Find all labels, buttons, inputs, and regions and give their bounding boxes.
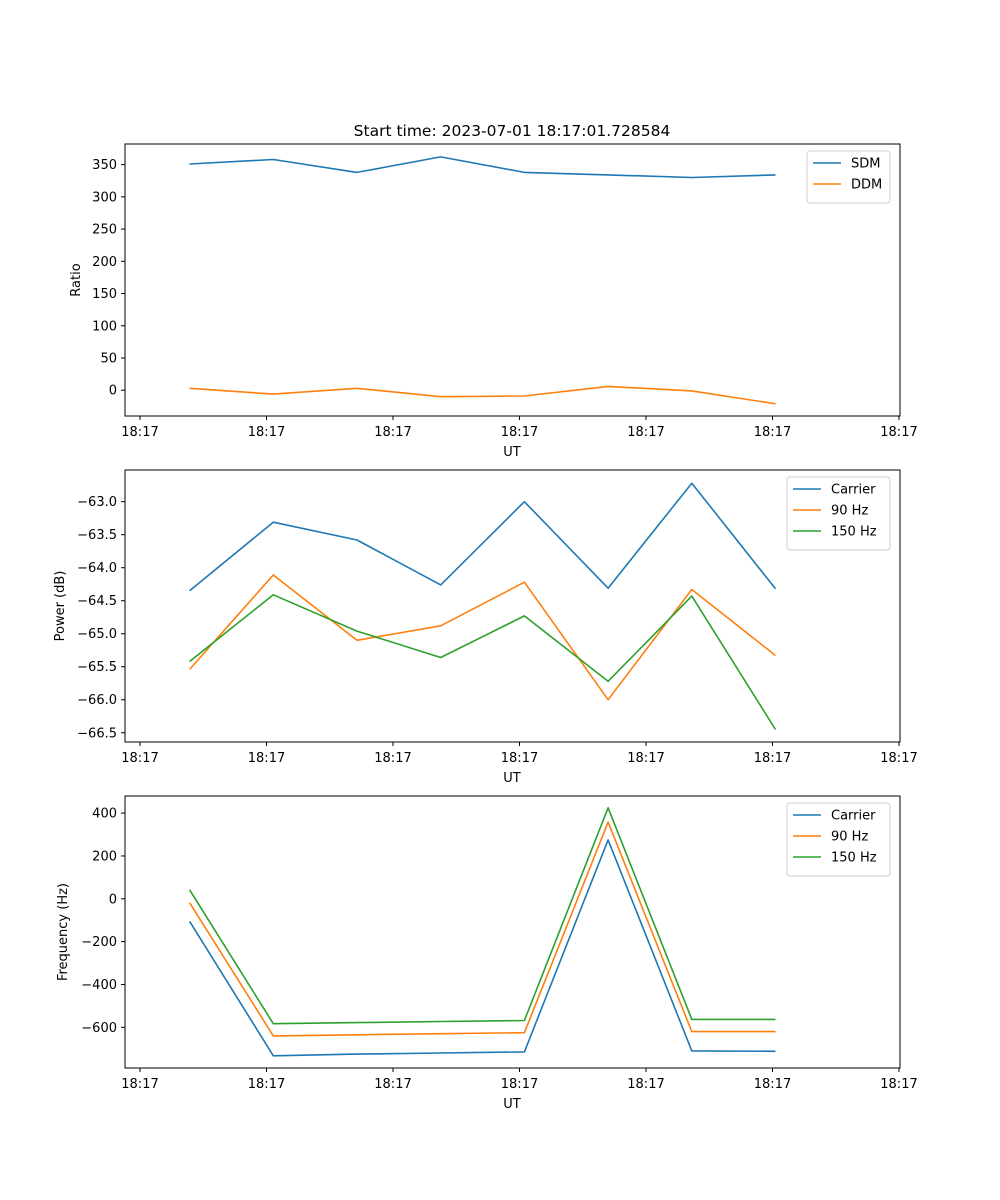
legend-entry: 150 Hz [831, 851, 877, 866]
x-tick-label: 18:17 [880, 751, 917, 766]
x-tick-label: 18:17 [248, 751, 285, 766]
y-axis-label: Power (dB) [53, 571, 68, 642]
y-axis-label: Frequency (Hz) [56, 883, 71, 981]
ratio-panel: 18:17 18:17 18:17 18:17 18:17 18:17 18:17 0 50 10… [69, 143, 918, 460]
legend-box [806, 150, 891, 204]
x-tick-label: 18:17 [754, 751, 791, 766]
x-tick-label: 18:17 [501, 751, 538, 766]
legend-entry: Carrier [831, 483, 876, 498]
series-line-carrier [189, 482, 777, 592]
legend-entry: SDM [851, 157, 880, 172]
x-axis-label: UT [503, 445, 521, 460]
frequency-panel: 18:17 18:17 18:17 18:17 18:17 18:17 18:17 400 20… [56, 795, 918, 1112]
x-tick-label: 18:17 [374, 751, 411, 766]
x-tick-label: 18:17 [501, 1077, 538, 1092]
series-line-ddm [189, 385, 776, 405]
x-tick-label: 18:17 [627, 1077, 664, 1092]
y-tick-label: −600 [81, 1021, 117, 1036]
y-tick-label: 50 [100, 351, 117, 366]
x-tick-label: 18:17 [880, 425, 917, 440]
x-tick-label: 18:17 [754, 1077, 791, 1092]
legend-entry: 90 Hz [831, 504, 868, 519]
y-tick-label: 300 [92, 190, 117, 205]
y-tick-label: 0 [109, 892, 117, 907]
x-axis-label: UT [503, 771, 521, 786]
y-tick-label: 200 [92, 255, 117, 270]
y-tick-label: 400 [92, 807, 117, 822]
series-line-90-hz [189, 574, 776, 701]
y-tick-label: 200 [92, 849, 117, 864]
series-line-sdm [189, 156, 776, 179]
x-tick-label: 18:17 [880, 1077, 917, 1092]
x-tick-label: 18:17 [248, 425, 285, 440]
series-line-carrier [188, 839, 776, 1057]
x-tick-label: 18:17 [754, 425, 791, 440]
chart-title: Start time: 2023-07-01 18:17:01.728584 [354, 122, 671, 140]
y-tick-label: −64.5 [77, 594, 117, 609]
y-tick-label: −64.0 [77, 561, 117, 576]
y-tick-label: −65.0 [77, 627, 117, 642]
legend-entry: Carrier [831, 809, 876, 824]
y-tick-label: 350 [92, 158, 117, 173]
y-tick-label: 250 [92, 223, 117, 238]
x-tick-label: 18:17 [121, 751, 158, 766]
plot-area [124, 795, 901, 1069]
x-tick-label: 18:17 [627, 751, 664, 766]
x-tick-label: 18:17 [248, 1077, 285, 1092]
plot-area [124, 469, 901, 743]
series-line-150-hz [188, 806, 776, 1025]
plot-area [124, 143, 901, 417]
y-tick-label: −66.0 [77, 693, 117, 708]
y-tick-label: −65.5 [77, 660, 117, 675]
x-tick-label: 18:17 [374, 1077, 411, 1092]
series-line-90-hz [188, 821, 776, 1037]
x-tick-label: 18:17 [121, 425, 158, 440]
y-tick-label: 100 [92, 319, 117, 334]
y-tick-label: −63.0 [77, 495, 117, 510]
series-line-150-hz [189, 593, 777, 730]
y-tick-label: 0 [109, 384, 117, 399]
x-axis-label: UT [503, 1097, 521, 1112]
y-tick-label: −66.5 [77, 726, 117, 741]
y-tick-label: −63.5 [77, 528, 117, 543]
x-tick-label: 18:17 [501, 425, 538, 440]
x-tick-label: 18:17 [121, 1077, 158, 1092]
y-tick-label: 150 [92, 287, 117, 302]
legend-entry: DDM [851, 178, 882, 193]
legend-entry: 90 Hz [831, 830, 868, 845]
y-axis-label: Ratio [69, 263, 84, 296]
y-tick-label: −200 [81, 935, 117, 950]
x-tick-label: 18:17 [627, 425, 664, 440]
legend-entry: 150 Hz [831, 525, 877, 540]
x-tick-label: 18:17 [374, 425, 411, 440]
power-panel: 18:17 18:17 18:17 18:17 18:17 18:17 18:17 −63.0… [53, 469, 918, 786]
y-tick-label: −400 [81, 978, 117, 993]
